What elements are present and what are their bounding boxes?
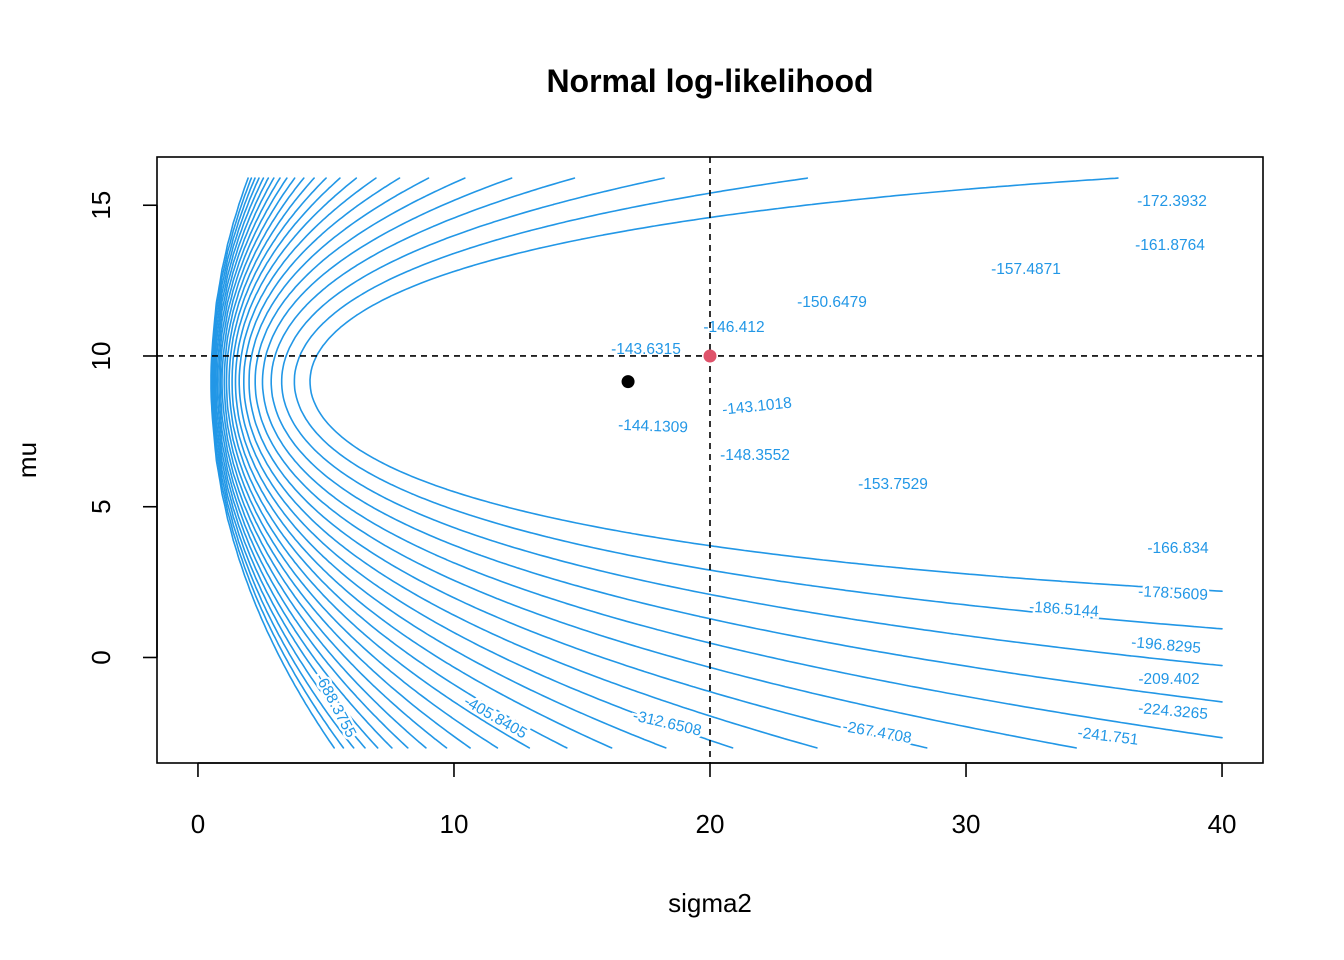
contour-line (221, 177, 471, 749)
reference-point (703, 349, 717, 363)
y-tick-label: 10 (86, 342, 116, 371)
contour-label: -172.3932 (1137, 193, 1207, 210)
contour-label: -186.5144 (1029, 599, 1100, 621)
y-axis-label: mu (12, 442, 42, 478)
contour-label: -150.6479 (797, 294, 867, 311)
chart-title: Normal log-likelihood (546, 63, 873, 99)
contour-line (214, 177, 379, 749)
contour-line (254, 177, 1077, 749)
contour-line (218, 177, 427, 749)
x-tick-label: 30 (952, 809, 981, 839)
contour-label: -196.8295 (1131, 634, 1202, 657)
contour-label: -144.1309 (618, 417, 688, 436)
contour-label: -146.412 (703, 319, 764, 336)
contour-label: -209.402 (1138, 671, 1199, 688)
contour-line (210, 177, 335, 749)
contour-label: -153.7529 (858, 476, 928, 493)
contour-label: -157.4871 (991, 261, 1061, 278)
contour-label: -241.751 (1077, 724, 1140, 748)
contour-line (211, 177, 345, 749)
x-axis: 0 10 20 30 40 (191, 762, 1237, 839)
contour-label: -143.1018 (721, 394, 792, 418)
contour-line (280, 177, 1223, 667)
y-tick-label: 15 (86, 191, 116, 220)
contour-line (238, 177, 734, 749)
points (621, 349, 717, 389)
contour-label: -405.8405 (461, 693, 530, 743)
contour-label: -178.5609 (1138, 583, 1209, 604)
contour-line (231, 177, 613, 749)
contour-line (228, 177, 568, 749)
contour-labels: -143.1018 -143.6315 -144.1309 -146.412 -148.… (309, 191, 1212, 752)
contour-line (243, 177, 818, 749)
contour-line (309, 177, 1223, 592)
contour-line (293, 177, 1223, 630)
y-axis: 0 5 10 15 (86, 191, 158, 665)
contour-line (212, 177, 355, 749)
contour-label: -166.834 (1147, 540, 1209, 557)
x-tick-label: 10 (440, 809, 469, 839)
contour-label: -143.6315 (611, 341, 681, 358)
contour-line (216, 177, 409, 749)
contour-label: -267.4708 (841, 718, 913, 747)
contour-line (219, 177, 448, 749)
contour-line (248, 177, 928, 749)
x-tick-label: 20 (696, 809, 725, 839)
mle-point (621, 375, 635, 389)
contour-line (223, 177, 499, 749)
contour-label: -161.8764 (1135, 237, 1205, 254)
contour-label: -148.3552 (720, 447, 790, 464)
contour-label: -312.6508 (631, 707, 703, 739)
contour-line (225, 177, 531, 749)
y-tick-label: 5 (86, 499, 116, 513)
x-tick-label: 40 (1208, 809, 1237, 839)
x-tick-label: 0 (191, 809, 205, 839)
contour-line (270, 177, 1223, 703)
contour-line (215, 177, 393, 749)
y-tick-label: 0 (86, 650, 116, 664)
contour-line (234, 177, 667, 749)
x-axis-label: sigma2 (668, 888, 752, 918)
contour-lines (210, 177, 1223, 749)
contour-label: -224.3265 (1138, 700, 1209, 723)
